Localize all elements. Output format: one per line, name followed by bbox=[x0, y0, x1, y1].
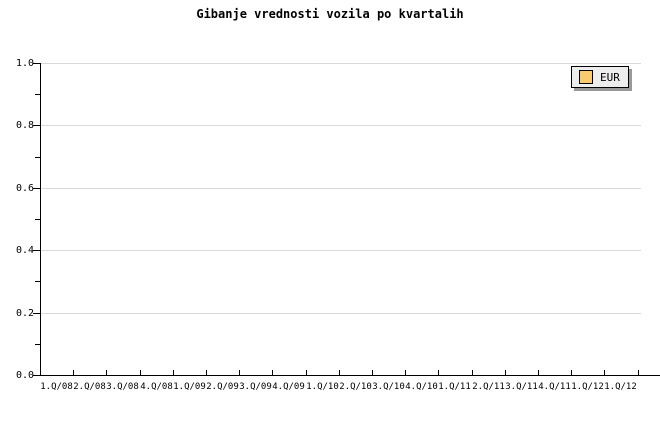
x-tick bbox=[571, 370, 572, 375]
y-minor-tick bbox=[35, 281, 40, 282]
x-tick bbox=[505, 370, 506, 375]
y-axis-label: 0.2 bbox=[15, 308, 34, 319]
x-tick bbox=[206, 370, 207, 375]
x-axis-label: 1.Q/10 bbox=[306, 382, 339, 392]
x-tick bbox=[604, 370, 605, 375]
y-major-tick bbox=[33, 375, 40, 376]
x-tick bbox=[372, 370, 373, 375]
x-axis-label: 1.Q/08 bbox=[40, 382, 73, 392]
y-axis-label: 0.6 bbox=[15, 183, 34, 194]
gridline-y bbox=[41, 250, 641, 251]
x-axis-label: 4.Q/09 bbox=[272, 382, 305, 392]
y-axis-label: 0.4 bbox=[15, 245, 34, 256]
gridline-y bbox=[41, 313, 641, 314]
x-axis-label: 4.Q/11 bbox=[538, 382, 571, 392]
x-axis-label: 1.Q/09 bbox=[173, 382, 206, 392]
y-major-tick bbox=[33, 63, 40, 64]
x-axis-label: 2.Q/08 bbox=[73, 382, 106, 392]
x-tick bbox=[405, 370, 406, 375]
legend-color-swatch-eur bbox=[579, 70, 593, 84]
x-axis-label: 3.Q/10 bbox=[372, 382, 405, 392]
gridline-y bbox=[41, 188, 641, 189]
x-tick bbox=[472, 370, 473, 375]
x-axis-label: 2.Q/11 bbox=[472, 382, 505, 392]
x-axis-label: 2.Q/09 bbox=[206, 382, 239, 392]
x-tick bbox=[638, 370, 639, 375]
y-major-tick bbox=[33, 313, 40, 314]
x-axis-label: 4.Q/08 bbox=[140, 382, 173, 392]
x-axis-label: 1.Q/12 bbox=[571, 382, 604, 392]
y-minor-tick bbox=[35, 219, 40, 220]
chart-title: Gibanje vrednosti vozila po kvartalih bbox=[196, 7, 464, 21]
x-axis-label: 1.Q/11 bbox=[438, 382, 471, 392]
y-major-tick bbox=[33, 188, 40, 189]
y-axis-label: 0.8 bbox=[15, 120, 34, 131]
plot-area bbox=[40, 63, 660, 375]
y-axis-line bbox=[40, 63, 41, 376]
x-axis-label: 3.Q/11 bbox=[505, 382, 538, 392]
legend-label-eur: EUR bbox=[600, 70, 620, 84]
legend: EUR bbox=[571, 66, 629, 88]
y-axis-label: 0.0 bbox=[15, 370, 34, 381]
x-tick bbox=[306, 370, 307, 375]
y-minor-tick bbox=[35, 344, 40, 345]
y-axis-label: 1.0 bbox=[15, 58, 34, 69]
x-tick bbox=[239, 370, 240, 375]
x-tick bbox=[173, 370, 174, 375]
y-major-tick bbox=[33, 125, 40, 126]
y-minor-tick bbox=[35, 157, 40, 158]
x-axis-label: 3.Q/08 bbox=[106, 382, 139, 392]
y-major-tick bbox=[33, 250, 40, 251]
x-tick bbox=[140, 370, 141, 375]
x-axis-label: 2.Q/10 bbox=[339, 382, 372, 392]
x-tick bbox=[538, 370, 539, 375]
x-axis-label: 1.Q/12 bbox=[604, 382, 637, 392]
gridline-y bbox=[41, 125, 641, 126]
x-tick bbox=[106, 370, 107, 375]
x-tick bbox=[73, 370, 74, 375]
x-axis-line bbox=[40, 375, 660, 376]
y-minor-tick bbox=[35, 94, 40, 95]
x-axis-label: 4.Q/10 bbox=[405, 382, 438, 392]
x-tick bbox=[438, 370, 439, 375]
x-axis-label: 3.Q/09 bbox=[239, 382, 272, 392]
x-tick bbox=[272, 370, 273, 375]
x-tick bbox=[339, 370, 340, 375]
gridline-y bbox=[41, 63, 641, 64]
